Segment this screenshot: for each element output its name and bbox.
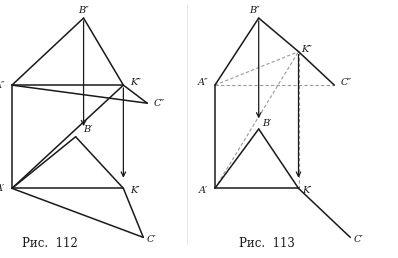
Text: A″: A″ bbox=[198, 78, 208, 87]
Text: K″: K″ bbox=[301, 45, 312, 53]
Text: Рис.  112: Рис. 112 bbox=[22, 237, 78, 250]
Text: B′: B′ bbox=[83, 125, 92, 133]
Text: C′: C′ bbox=[146, 236, 156, 244]
Text: K′: K′ bbox=[131, 187, 140, 195]
Text: A′: A′ bbox=[0, 184, 5, 193]
Text: B′: B′ bbox=[262, 119, 271, 128]
Text: K′: K′ bbox=[302, 187, 311, 195]
Text: C″: C″ bbox=[154, 99, 165, 108]
Text: C′: C′ bbox=[353, 236, 363, 244]
Text: A″: A″ bbox=[0, 81, 5, 90]
Text: C″: C″ bbox=[341, 78, 352, 87]
Text: K″: K″ bbox=[130, 78, 141, 87]
Text: A′: A′ bbox=[198, 187, 208, 195]
Text: B″: B″ bbox=[78, 6, 89, 15]
Text: B″: B″ bbox=[249, 6, 260, 15]
Text: Рис.  113: Рис. 113 bbox=[239, 237, 295, 250]
